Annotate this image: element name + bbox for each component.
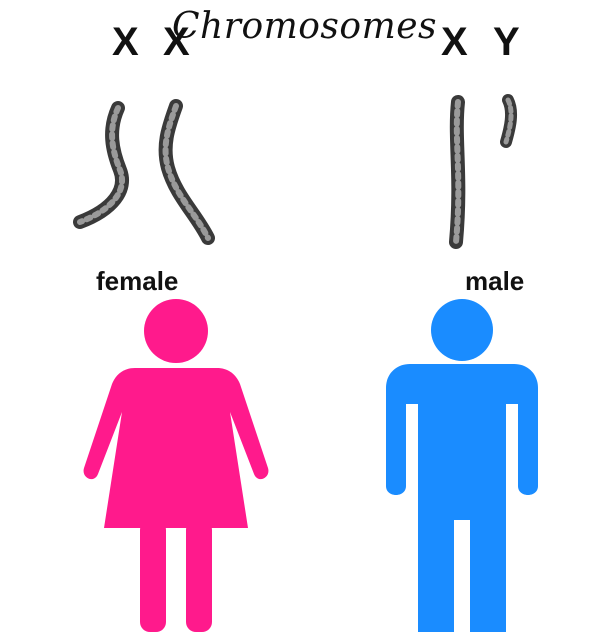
female-x-chromosome-1 — [73, 101, 129, 229]
female-figure-icon — [83, 299, 269, 632]
male-x-chromosome — [449, 95, 466, 249]
male-chromosome-label-y: Y — [493, 20, 520, 64]
male-label: male — [465, 266, 525, 296]
male-figure-icon — [386, 299, 538, 632]
diagram-title: Chromosomes — [172, 6, 437, 47]
female-chromosome-label-1: X — [112, 20, 139, 64]
male-y-chromosome — [500, 94, 518, 148]
female-label: female — [96, 266, 179, 296]
female-chromosome-label-2: X — [163, 20, 190, 64]
female-x-chromosome-2 — [158, 99, 215, 245]
male-chromosome-label-x: X — [441, 20, 468, 64]
